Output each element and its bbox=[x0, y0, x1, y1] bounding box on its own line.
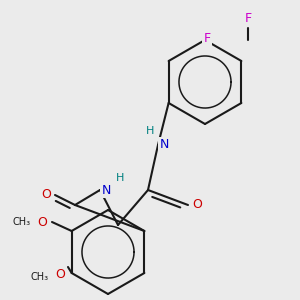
Text: H: H bbox=[146, 126, 154, 136]
Text: F: F bbox=[203, 32, 211, 44]
Text: H: H bbox=[116, 173, 124, 183]
Text: O: O bbox=[41, 188, 51, 202]
Text: O: O bbox=[37, 215, 47, 229]
Text: N: N bbox=[101, 184, 111, 196]
Text: F: F bbox=[244, 11, 252, 25]
Text: CH₃: CH₃ bbox=[31, 272, 49, 282]
Text: N: N bbox=[159, 139, 169, 152]
Text: O: O bbox=[192, 199, 202, 212]
Text: O: O bbox=[55, 268, 65, 281]
Text: CH₃: CH₃ bbox=[13, 217, 31, 227]
